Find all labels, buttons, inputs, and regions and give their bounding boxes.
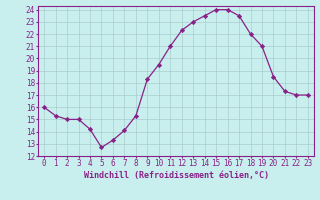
X-axis label: Windchill (Refroidissement éolien,°C): Windchill (Refroidissement éolien,°C)	[84, 171, 268, 180]
